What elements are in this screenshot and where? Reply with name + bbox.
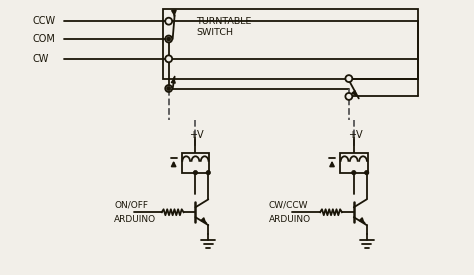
Circle shape: [365, 170, 369, 175]
Circle shape: [165, 18, 172, 25]
Circle shape: [352, 170, 356, 175]
Text: CW: CW: [32, 54, 48, 64]
Circle shape: [166, 86, 171, 91]
Text: ARDUINO: ARDUINO: [269, 215, 311, 224]
Text: CCW: CCW: [32, 16, 55, 26]
Circle shape: [165, 55, 172, 62]
Circle shape: [165, 35, 172, 42]
Text: +V: +V: [348, 130, 363, 140]
Circle shape: [166, 37, 171, 41]
Text: ON/OFF: ON/OFF: [114, 201, 148, 210]
Bar: [163, 9, 418, 79]
Text: TURNTABLE
SWITCH: TURNTABLE SWITCH: [196, 17, 252, 37]
Circle shape: [206, 170, 210, 175]
Text: ARDUINO: ARDUINO: [114, 215, 156, 224]
Circle shape: [193, 170, 198, 175]
Bar: [182, 153, 210, 173]
Circle shape: [346, 75, 352, 82]
Circle shape: [346, 93, 352, 100]
Bar: [340, 153, 368, 173]
Text: CW/CCW: CW/CCW: [269, 201, 308, 210]
Text: +V: +V: [190, 130, 204, 140]
Text: COM: COM: [32, 34, 55, 44]
Circle shape: [165, 85, 172, 92]
